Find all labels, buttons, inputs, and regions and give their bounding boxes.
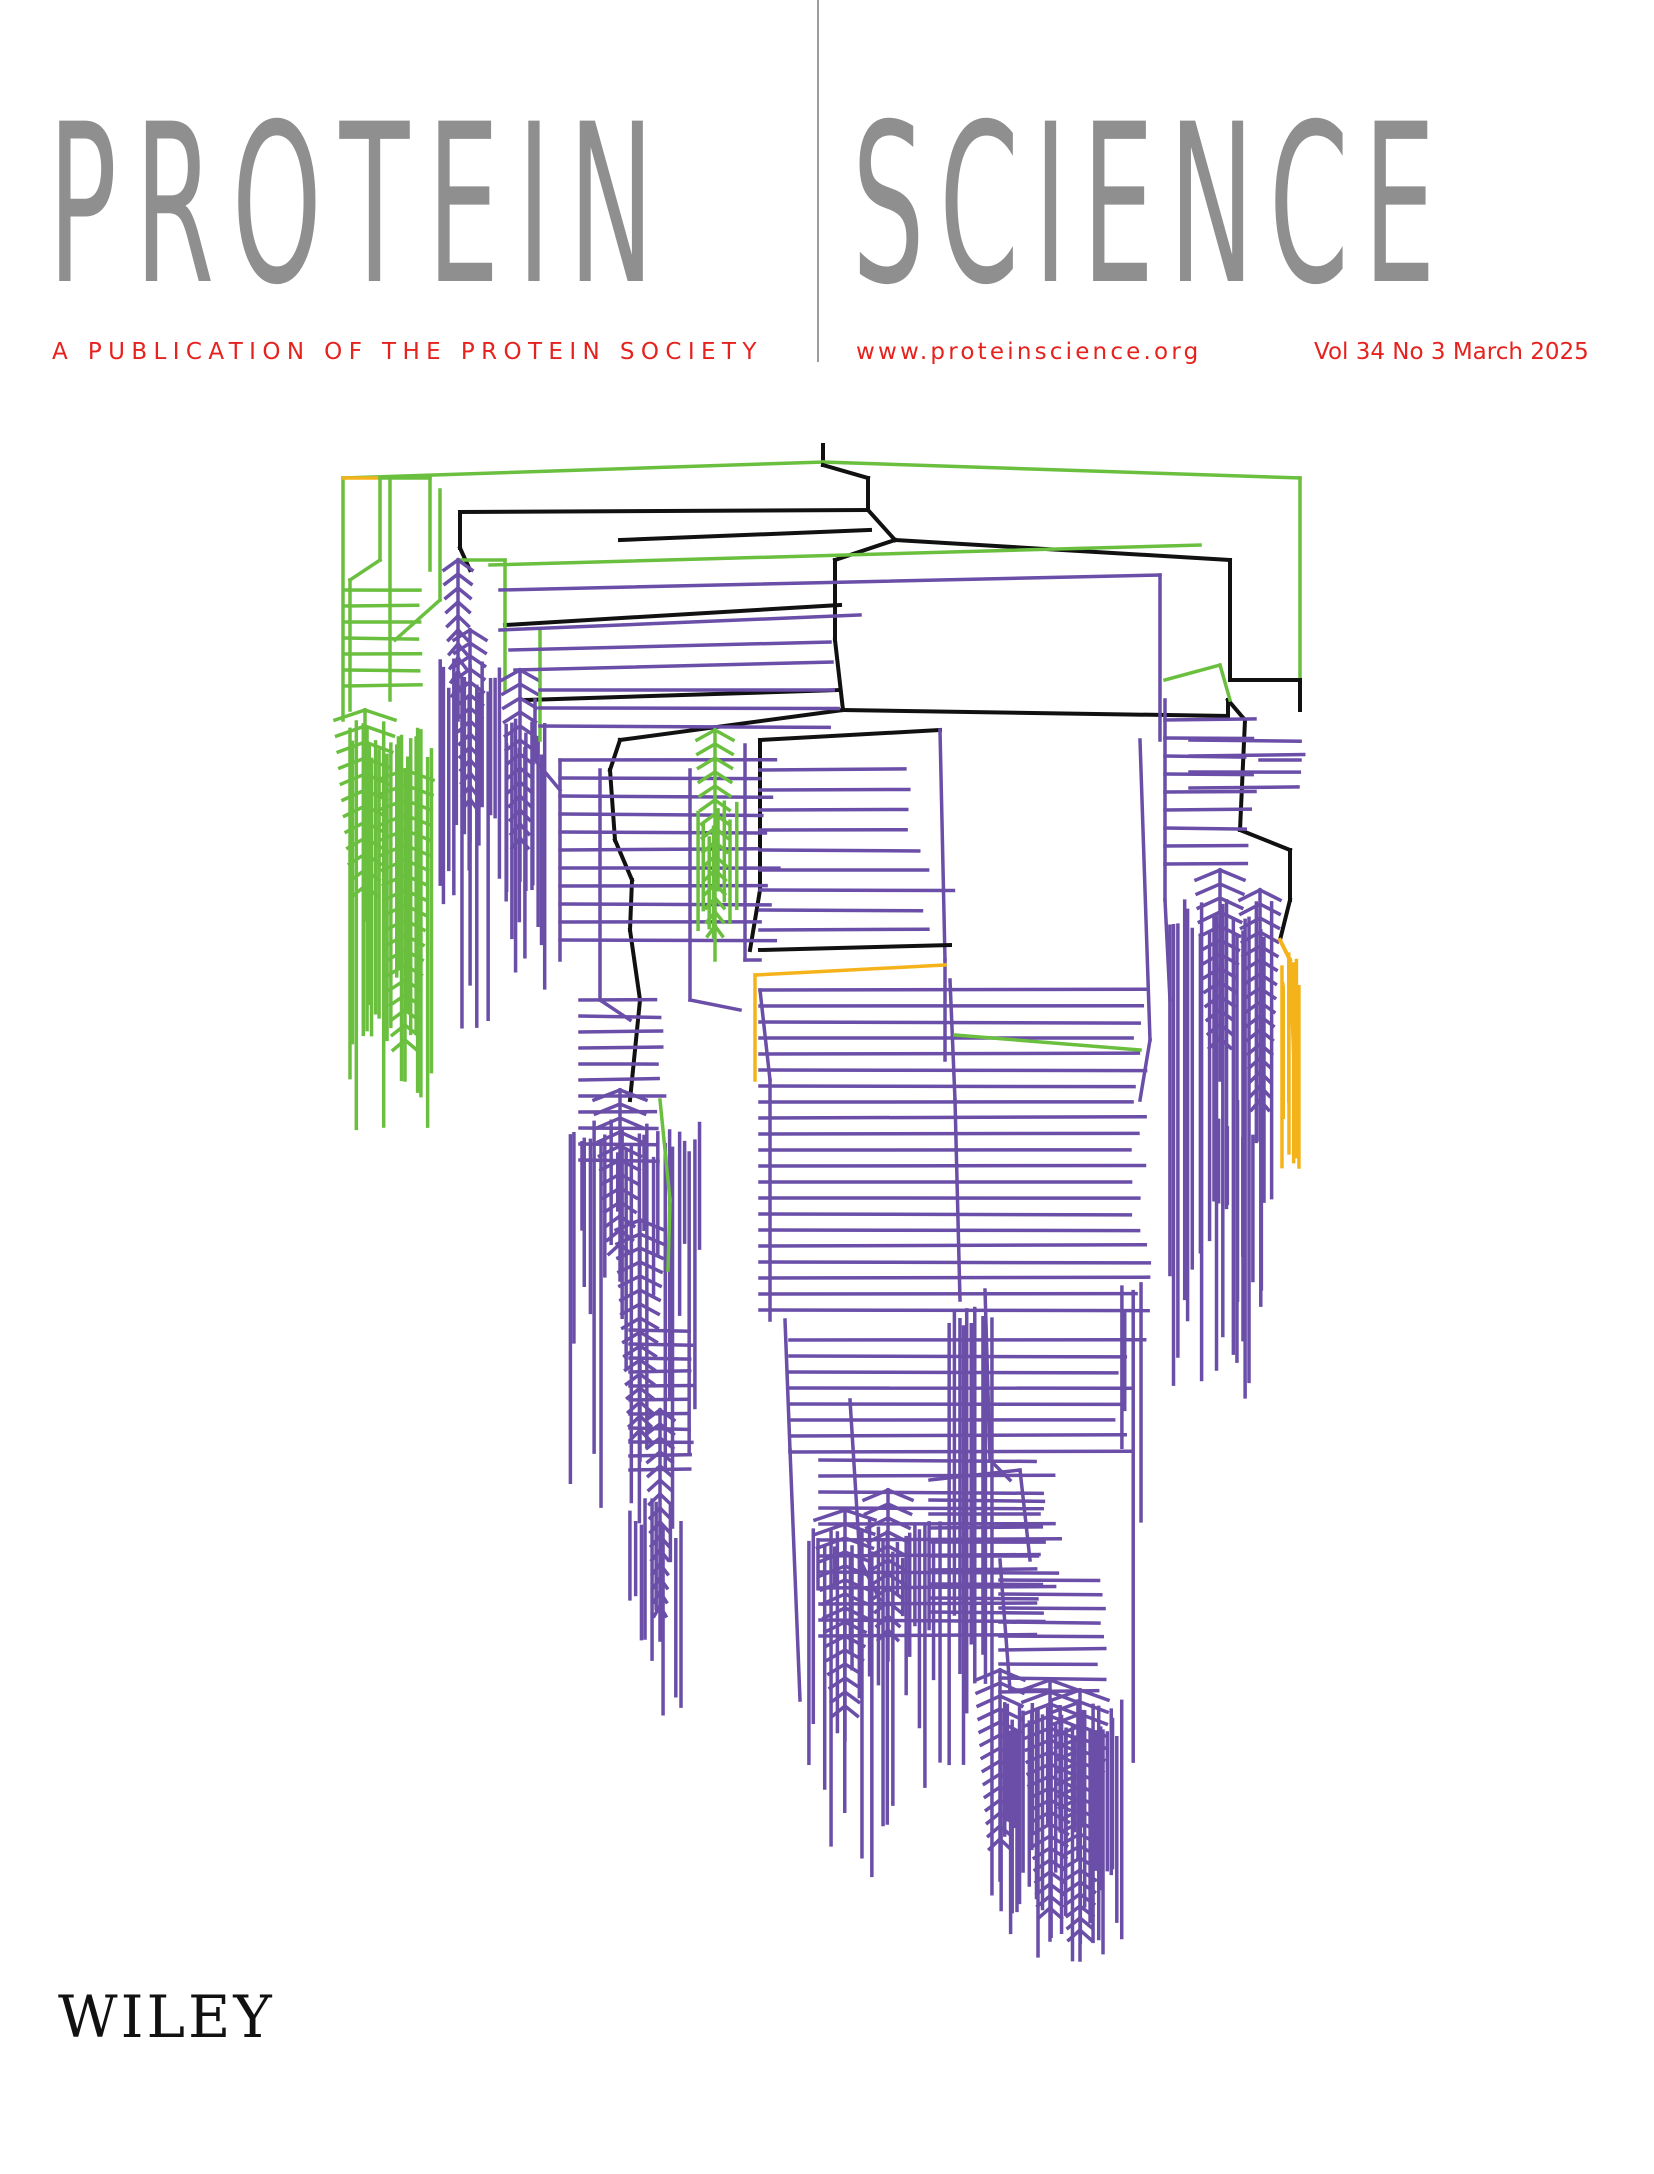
website-link[interactable]: www.proteinscience.org — [856, 339, 1202, 365]
publication-line: A PUBLICATION OF THE PROTEIN SOCIETY — [52, 339, 763, 365]
issue-info: Vol 34 No 3 March 2025 — [1314, 339, 1589, 365]
journal-title-protein: PROTEIN — [48, 77, 672, 333]
masthead-divider — [817, 0, 819, 362]
wiley-logo: WILEY — [58, 1983, 275, 2051]
journal-title-science: SCIENCE — [852, 77, 1451, 333]
